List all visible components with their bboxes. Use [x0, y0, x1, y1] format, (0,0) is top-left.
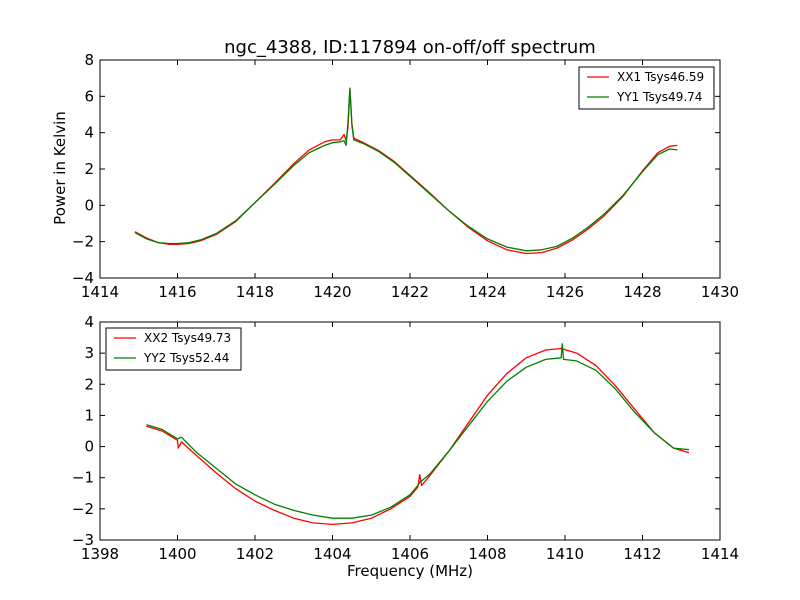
bottom-x-tick-label: 1402: [236, 545, 274, 563]
bottom-y-tick-label: −2: [72, 500, 94, 518]
top-legend-box: [578, 66, 715, 110]
top-x-tick-label: 1428: [623, 283, 661, 301]
chart-title: ngc_4388, ID:117894 on-off/off spectrum: [224, 37, 596, 58]
bottom-x-tick-label: 1406: [391, 545, 429, 563]
top-x-tick-label: 1418: [236, 283, 274, 301]
bottom-y-tick-label: −1: [72, 469, 94, 487]
bottom-x-tick-label: 1414: [701, 545, 739, 563]
bottom-x-tick-label: 1400: [158, 545, 196, 563]
top-legend-label-1: YY1 Tsys49.74: [616, 90, 702, 104]
top-legend-label-0: XX1 Tsys46.59: [617, 70, 704, 84]
top-y-tick-label: −4: [72, 269, 94, 287]
bottom-y-tick-label: −3: [72, 531, 94, 549]
top-x-tick-label: 1414: [81, 283, 119, 301]
top-y-axis-label: Power in Kelvin: [51, 111, 69, 225]
bottom-panel: 1398 1400 1402 1404 1406 1408 1410 1412 1414−3−2…: [72, 313, 739, 563]
bottom-x-tick-label: 1412: [623, 545, 661, 563]
bottom-x-axis-label: Frequency (MHz): [347, 562, 473, 580]
bottom-series-line-0: [146, 347, 690, 526]
top-x-tick-label: 1426: [546, 283, 584, 301]
bottom-x-tick-label: 1398: [81, 545, 119, 563]
bottom-y-tick-label: 3: [84, 344, 94, 362]
top-x-tick-label: 1430: [701, 283, 739, 301]
bottom-x-tick-label: 1408: [468, 545, 506, 563]
bottom-x-tick-label: 1410: [546, 545, 584, 563]
top-y-tick-label: 8: [84, 51, 94, 69]
bottom-y-tick-label: 4: [84, 313, 94, 331]
top-x-tick-label: 1424: [468, 283, 506, 301]
top-y-tick-label: 6: [84, 87, 94, 105]
bottom-y-tick-label: 0: [84, 438, 94, 456]
top-y-tick-label: 2: [84, 160, 94, 178]
bottom-x-tick-label: 1404: [313, 545, 351, 563]
bottom-y-tick-label: 2: [84, 375, 94, 393]
bottom-legend-box: [105, 327, 242, 371]
top-y-tick-label: 0: [84, 196, 94, 214]
top-series-line-1: [134, 87, 678, 252]
top-y-tick-label: −2: [72, 233, 94, 251]
top-panel: 1414 1416 1418 1420 1422 1424 1426 1428 1430 −4 −2…: [72, 51, 739, 301]
top-y-tick-label: 4: [84, 124, 94, 142]
top-x-tick-label: 1416: [158, 283, 196, 301]
bottom-legend-label-0: XX2 Tsys49.73: [144, 331, 231, 345]
top-x-tick-label: 1422: [391, 283, 429, 301]
bottom-legend-label-1: YY2 Tsys52.44: [143, 351, 229, 365]
bottom-y-tick-label: 1: [84, 406, 94, 424]
top-x-tick-label: 1420: [313, 283, 351, 301]
bottom-series-line-1: [146, 343, 690, 519]
